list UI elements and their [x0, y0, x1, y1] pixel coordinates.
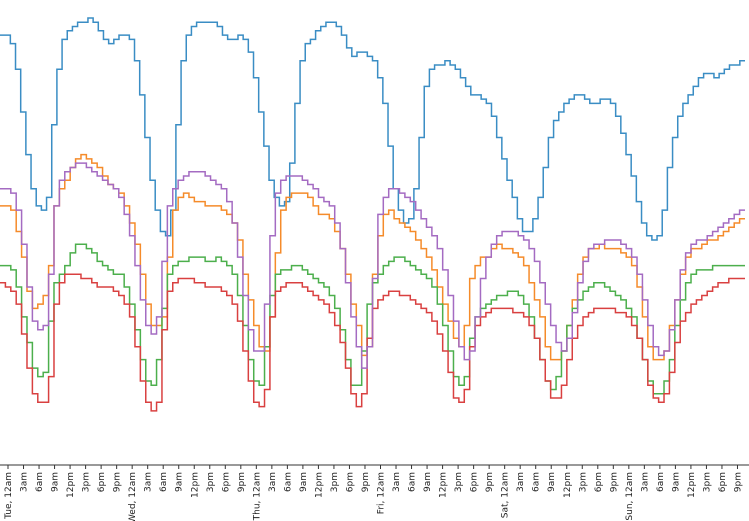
x-tick-label: 9pm: [237, 472, 247, 492]
x-tick-label: 3pm: [82, 472, 92, 492]
x-tick-label: 6am: [283, 472, 293, 492]
x-tick-label: 3am: [144, 472, 154, 492]
x-axis-ticks: Tue, 12am 3am 6am 9am 12pm 3pm 6pm 9pm Wed, 12am…: [4, 465, 743, 521]
x-tick-label: Wed, 12am: [128, 472, 138, 521]
x-tick-label: Thu, 12am: [252, 472, 262, 521]
x-tick-label: 12pm: [66, 472, 76, 498]
x-tick-label: 6pm: [221, 472, 231, 492]
x-tick-label: 9pm: [733, 472, 743, 492]
x-tick-label: 3am: [392, 472, 402, 492]
x-tick-label: 9am: [671, 472, 681, 492]
x-tick-label: 12pm: [687, 472, 697, 498]
series-line-3: [0, 243, 745, 395]
x-tick-label: 12pm: [439, 472, 449, 498]
x-tick-label: 3pm: [206, 472, 216, 492]
x-tick-label: 9pm: [485, 472, 495, 492]
series-line-5: [0, 162, 745, 369]
x-tick-label: 9pm: [113, 472, 123, 492]
x-tick-label: 9pm: [609, 472, 619, 492]
x-tick-label: 3am: [268, 472, 278, 492]
x-tick-label: Fri, 12am: [377, 472, 387, 514]
x-tick-label: Sun, 12am: [625, 472, 635, 521]
x-tick-label: 6pm: [594, 472, 604, 492]
x-tick-label: 12pm: [314, 472, 324, 498]
x-tick-label: 12pm: [190, 472, 200, 498]
x-tick-label: 9am: [175, 472, 185, 492]
x-tick-label: 3am: [640, 472, 650, 492]
x-tick-label: 6pm: [345, 472, 355, 492]
x-tick-label: Sat, 12am: [501, 472, 511, 518]
x-tick-label: 9am: [423, 472, 433, 492]
series-layer: [0, 17, 745, 412]
x-tick-label: 12pm: [563, 472, 573, 498]
x-tick-label: 6pm: [718, 472, 728, 492]
x-tick-label: 3pm: [702, 472, 712, 492]
x-tick-label: 3pm: [330, 472, 340, 492]
x-tick-label: 9am: [51, 472, 61, 492]
x-tick-label: 6am: [408, 472, 418, 492]
series-line-1: [0, 17, 745, 241]
x-tick-label: 9pm: [361, 472, 371, 492]
x-tick-label: 3am: [20, 472, 30, 492]
x-tick-label: 6pm: [97, 472, 107, 492]
x-tick-label: 9am: [547, 472, 557, 492]
x-tick-label: 6am: [159, 472, 169, 492]
x-tick-label: Tue, 12am: [4, 472, 14, 520]
x-tick-label: 6am: [656, 472, 666, 492]
x-tick-label: 6am: [35, 472, 45, 492]
x-tick-label: 6pm: [470, 472, 480, 492]
x-tick-label: 9am: [299, 472, 309, 492]
x-tick-label: 3pm: [578, 472, 588, 492]
x-tick-label: 6am: [532, 472, 542, 492]
x-tick-label: 3am: [516, 472, 526, 492]
x-tick-label: 3pm: [454, 472, 464, 492]
